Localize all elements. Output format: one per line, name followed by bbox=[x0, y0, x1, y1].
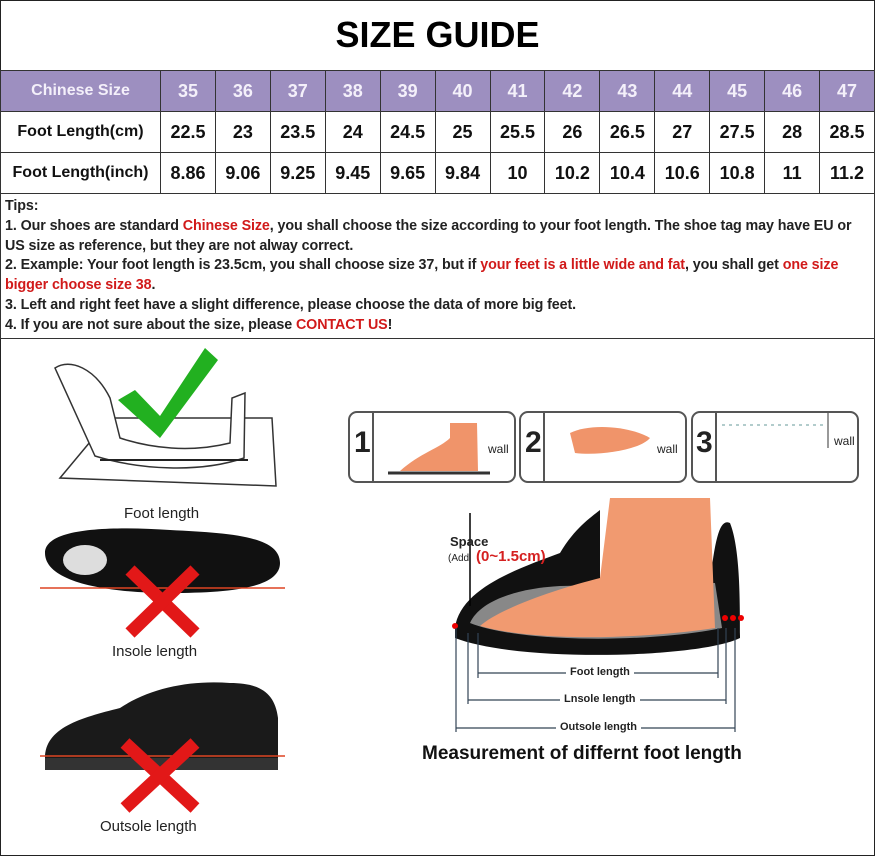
table-cell: 28.5 bbox=[819, 111, 875, 153]
wall-label: wall bbox=[834, 434, 855, 448]
table-cell: 24.5 bbox=[379, 111, 436, 153]
tip-text: , you shall get bbox=[684, 257, 783, 274]
add-label: (Add bbox=[448, 553, 470, 564]
table-cell: 42 bbox=[544, 70, 601, 112]
tip-text: ! bbox=[387, 316, 393, 333]
tip-2: 2. Example: Your foot length is 23.5cm, … bbox=[5, 256, 870, 296]
table-cell: 41 bbox=[489, 70, 546, 112]
table-row: Foot Length(cm) 22.5 23 23.5 24 24.5 25 25.5 26 2… bbox=[0, 111, 875, 153]
tip-highlight: one size bigger choose size 38 bbox=[5, 257, 839, 294]
table-cell: 23 bbox=[214, 111, 271, 153]
page-title: SIZE GUIDE bbox=[335, 14, 540, 55]
step-number: 2 bbox=[525, 426, 542, 459]
outsole-length-label: Outsole length bbox=[100, 818, 197, 835]
table-header-row: Chinese Size 35 36 37 38 39 40 41 42 43 44 45 46 47 bbox=[0, 70, 875, 112]
table-cell: 47 bbox=[819, 70, 875, 112]
table-cell: 9.45 bbox=[324, 152, 381, 194]
sneaker-illustration bbox=[40, 682, 285, 813]
table-cell: 27.5 bbox=[709, 111, 766, 153]
x-cross-icon bbox=[120, 738, 200, 813]
table-cell: 10 bbox=[489, 152, 546, 194]
table-cell: 26.5 bbox=[599, 111, 656, 153]
table-cell: 45 bbox=[709, 70, 766, 112]
foot-measure-illustration bbox=[54, 348, 277, 487]
step-number: 1 bbox=[354, 426, 371, 459]
insole-length-label: Insole length bbox=[112, 643, 198, 660]
tip-highlight: your feet is a little wide and fat bbox=[480, 257, 685, 274]
table-cell: 46 bbox=[764, 70, 821, 112]
table-cell: 27 bbox=[654, 111, 711, 153]
row-label: Foot Length(cm) bbox=[0, 111, 161, 153]
tip-text: 2. Example: Your foot length is 23.5cm, … bbox=[5, 257, 481, 274]
tip-text: 4. If you are not sure about the size, p… bbox=[5, 316, 296, 333]
tips-heading: Tips: bbox=[5, 198, 39, 214]
table-cell: 44 bbox=[654, 70, 711, 112]
table-cell: 11.2 bbox=[819, 152, 875, 194]
foot-length-label: Foot length bbox=[566, 666, 634, 678]
table-cell: 39 bbox=[379, 70, 436, 112]
space-label: Space bbox=[450, 534, 489, 549]
table-cell: 22.5 bbox=[160, 111, 216, 153]
tip-3: 3. Left and right feet have a slight dif… bbox=[5, 296, 577, 313]
tip-text: , you shall choose the size according to… bbox=[5, 217, 852, 254]
table-cell: 10.8 bbox=[709, 152, 766, 194]
table-cell: 10.6 bbox=[654, 152, 711, 194]
table-cell: 24 bbox=[324, 111, 381, 153]
table-cell: 23.5 bbox=[269, 111, 326, 153]
check-icon bbox=[118, 348, 218, 438]
table-cell: 36 bbox=[214, 70, 271, 112]
tip-1: 1. Our shoes are standard Chinese Size, … bbox=[5, 217, 870, 257]
table-cell: 9.06 bbox=[214, 152, 271, 194]
table-row: Foot Length(inch) 8.86 9.06 9.25 9.45 9.65 9.8… bbox=[0, 152, 875, 194]
table-cell: 38 bbox=[324, 70, 381, 112]
table-cell: 8.86 bbox=[160, 152, 216, 194]
table-cell: 28 bbox=[764, 111, 821, 153]
table-cell: 11 bbox=[764, 152, 821, 194]
table-cell: 40 bbox=[434, 70, 491, 112]
table-cell: 9.65 bbox=[379, 152, 436, 194]
tip-text: 1. Our shoes are standard bbox=[5, 217, 183, 234]
outsole-length-label: Outsole length bbox=[556, 721, 641, 733]
table-cell: 9.84 bbox=[434, 152, 491, 194]
tip-highlight: Chinese Size bbox=[182, 217, 270, 234]
table-cell: 10.4 bbox=[599, 152, 656, 194]
insole-illustration bbox=[40, 528, 285, 638]
wall-label: wall bbox=[657, 442, 678, 456]
table-cell: 9.25 bbox=[269, 152, 326, 194]
table-cell: 43 bbox=[599, 70, 656, 112]
wall-label: wall bbox=[488, 442, 509, 456]
table-cell: 10.2 bbox=[544, 152, 601, 194]
foot-length-label: Foot length bbox=[124, 505, 200, 522]
tip-text: . bbox=[151, 277, 156, 294]
table-cell: 26 bbox=[544, 111, 601, 153]
insole-length-label: Lnsole length bbox=[560, 693, 640, 705]
size-table: Chinese Size 35 36 37 38 39 40 41 42 43 44 45 46 47 F… bbox=[0, 70, 875, 194]
table-cell: 25.5 bbox=[489, 111, 546, 153]
diagram-caption: Measurement of differnt foot length bbox=[422, 743, 742, 764]
tip-4: 4. If you are not sure about the size, p… bbox=[5, 316, 870, 336]
table-cell: 25 bbox=[434, 111, 491, 153]
row-label: Foot Length(inch) bbox=[0, 152, 161, 194]
step-number: 3 bbox=[696, 426, 713, 459]
x-cross-icon bbox=[125, 565, 200, 638]
contact-us-link: CONTACT US bbox=[295, 316, 388, 333]
table-cell: 37 bbox=[269, 70, 326, 112]
tips-section: Tips: 1. Our shoes are standard Chinese … bbox=[0, 193, 875, 339]
space-range-label: (0~1.5cm) bbox=[476, 548, 546, 565]
header-label: Chinese Size bbox=[0, 70, 161, 112]
illustrations: Foot length Insole length Outsole length… bbox=[0, 338, 875, 856]
table-cell: 35 bbox=[160, 70, 216, 112]
